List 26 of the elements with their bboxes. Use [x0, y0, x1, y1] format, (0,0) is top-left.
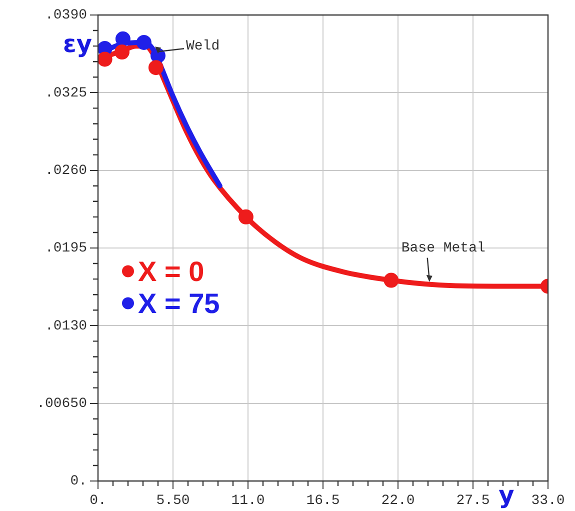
x-tick-label: 22.0 [381, 493, 415, 510]
x-tick-label: 33.0 [531, 493, 565, 510]
y-tick-label: .0130 [44, 318, 87, 334]
y-tick-label: .0260 [44, 163, 87, 180]
point [238, 209, 254, 224]
y-tick-label: .0390 [44, 8, 87, 24]
annotation: Weld [186, 38, 220, 54]
x-tick-label: 0. [90, 493, 106, 510]
point [114, 44, 130, 60]
legend-label: X = 0 [138, 256, 204, 288]
y-tick-label: .0325 [44, 85, 87, 102]
y-tick-label: .00650 [36, 396, 87, 412]
x-tick-label: 16.5 [306, 493, 340, 510]
x-axis-title: y [498, 481, 515, 510]
annotation: Base Metal [401, 240, 486, 257]
x-tick-label: 11.0 [231, 493, 265, 510]
point [115, 31, 130, 46]
y-axis-title: εy [62, 30, 92, 58]
x-tick-label: 5.50 [156, 493, 190, 510]
y-tick-label: .0195 [44, 240, 87, 257]
y-tick-label: 0. [70, 474, 87, 490]
point [98, 52, 112, 67]
point [136, 34, 152, 50]
point [148, 60, 164, 76]
x-tick-label: 27.5 [456, 493, 490, 510]
legend-label: X = 75 [138, 288, 220, 320]
